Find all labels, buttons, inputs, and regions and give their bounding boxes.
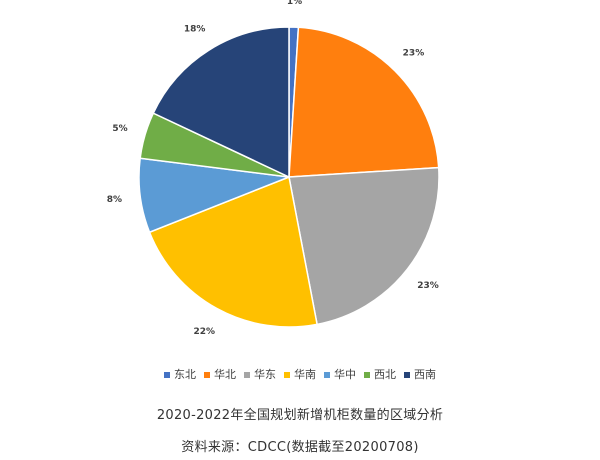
legend-swatch-icon [164, 372, 170, 378]
legend-label: 华东 [254, 368, 276, 381]
pie-slice-7 [152, 26, 290, 179]
legend-label: 东北 [174, 368, 196, 381]
legend-item-6: 西北 [364, 366, 396, 382]
legend-label: 华中 [334, 368, 356, 381]
legend-item-2: 华北 [204, 366, 236, 382]
legend-item-3: 华东 [244, 366, 276, 382]
legend-swatch-icon [204, 372, 210, 378]
legend-swatch-icon [244, 372, 250, 378]
source-note: 资料来源：CDCC(数据截至20200708) [181, 440, 419, 455]
legend-label: 华北 [214, 368, 236, 381]
legend-label: 西南 [414, 368, 436, 381]
slice-label-5: 8% [107, 195, 122, 205]
legend-swatch-icon [284, 372, 290, 378]
legend-swatch-icon [324, 372, 330, 378]
legend-item-5: 华中 [324, 366, 356, 382]
chart-legend: 东北 华北 华东 华南 华中 西北 西南 [0, 366, 600, 382]
chart-title: 2020-2022年全国规划新增机柜数量的区域分析 [156, 408, 444, 423]
pie-slice-4 [148, 175, 318, 328]
legend-label: 西北 [374, 368, 396, 381]
slice-label-1: 1% [287, 0, 302, 7]
legend-item-7: 西南 [404, 366, 436, 382]
pie-chart: 1% 23% 23% 22% 8% 5% 18% [107, 0, 440, 337]
pie-slice-2 [288, 26, 440, 178]
slice-label-3: 23% [417, 281, 439, 291]
slice-label-2: 23% [403, 49, 425, 59]
slice-label-6: 5% [112, 124, 127, 134]
legend-label: 华南 [294, 368, 316, 381]
legend-swatch-icon [404, 372, 410, 378]
slice-label-7: 18% [184, 24, 206, 34]
slice-label-4: 22% [193, 327, 215, 337]
legend-item-1: 东北 [164, 366, 196, 382]
legend-item-4: 华南 [284, 366, 316, 382]
legend-swatch-icon [364, 372, 370, 378]
pie-slice-3 [288, 166, 440, 326]
